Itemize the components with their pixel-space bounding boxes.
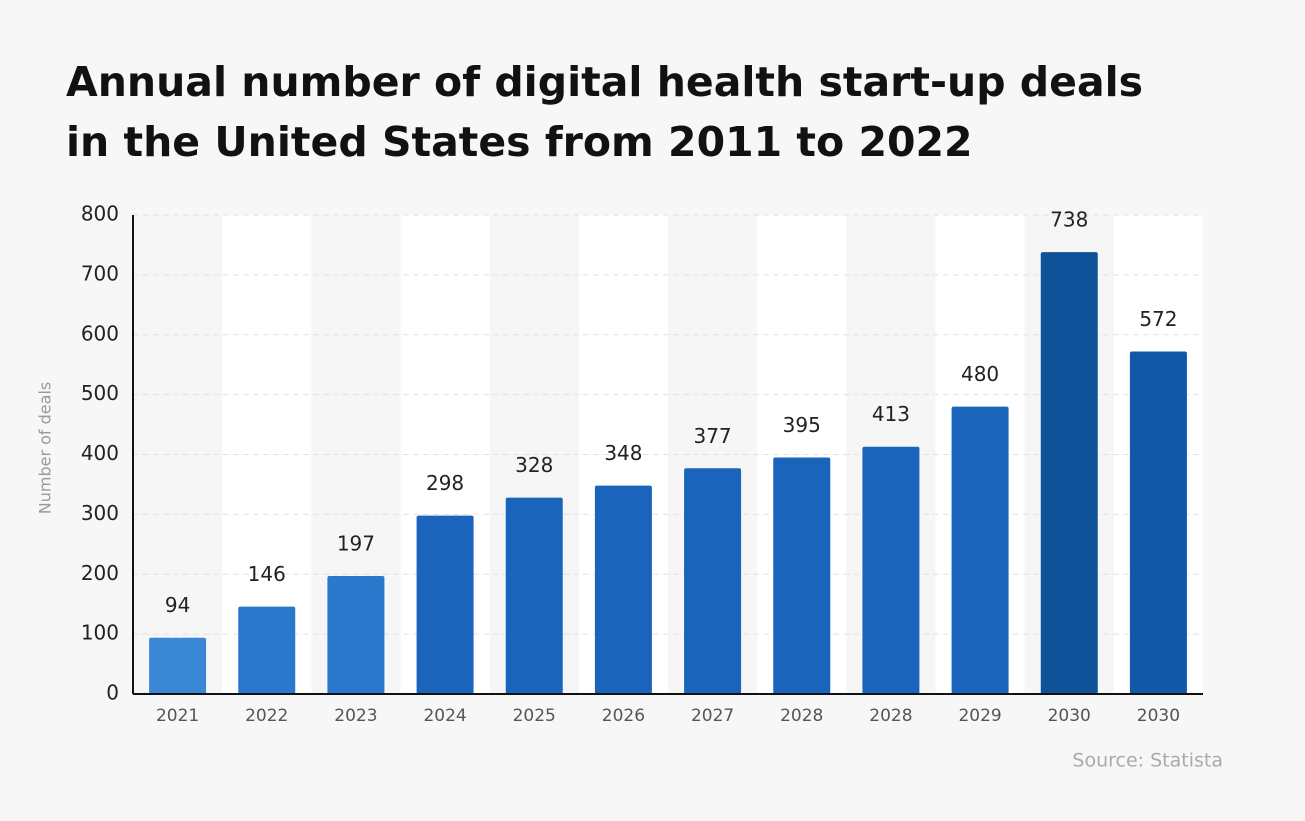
bar (416, 515, 474, 694)
value-label: 395 (783, 413, 821, 437)
bar (684, 468, 742, 694)
y-tick-label: 400 (81, 441, 119, 465)
bar (505, 497, 563, 694)
x-tick-label: 2026 (602, 706, 645, 726)
value-label: 480 (961, 362, 999, 386)
x-tick-label: 2030 (1137, 706, 1180, 726)
x-tick-label: 2027 (691, 706, 734, 726)
value-label: 328 (515, 453, 553, 477)
chart-title: Annual number of digital health start-up… (66, 58, 1143, 106)
bar (862, 446, 920, 694)
y-tick-label: 500 (81, 381, 119, 405)
x-tick-label: 2030 (1048, 706, 1091, 726)
value-label: 197 (337, 532, 375, 556)
value-label: 738 (1050, 208, 1088, 232)
x-tick-label: 2021 (156, 706, 199, 726)
bar (238, 606, 296, 694)
value-label: 377 (693, 424, 731, 448)
bar (327, 576, 385, 694)
y-tick-label: 0 (106, 681, 119, 705)
x-tick-label: 2029 (958, 706, 1001, 726)
y-tick-label: 800 (81, 202, 119, 226)
bar (149, 637, 207, 694)
bar (951, 406, 1009, 694)
x-tick-label: 2025 (513, 706, 556, 726)
value-label: 146 (248, 562, 286, 586)
y-tick-label: 700 (81, 261, 119, 285)
y-tick-label: 300 (81, 501, 119, 525)
bar (1040, 252, 1098, 694)
x-tick-label: 2023 (334, 706, 377, 726)
value-label: 298 (426, 471, 464, 495)
y-tick-label: 200 (81, 561, 119, 585)
chart-title: in the United States from 2011 to 2022 (66, 118, 973, 166)
value-label: 94 (165, 593, 190, 617)
bar (773, 457, 831, 694)
y-tick-label: 600 (81, 321, 119, 345)
bar (594, 485, 652, 694)
x-tick-label: 2024 (423, 706, 466, 726)
y-axis-label: Number of deals (36, 382, 55, 514)
value-label: 572 (1139, 307, 1177, 331)
source: Source: Statista (1072, 750, 1223, 772)
x-tick-label: 2028 (869, 706, 912, 726)
y-tick-label: 100 (81, 621, 119, 645)
value-label: 413 (872, 402, 910, 426)
bar (1129, 351, 1187, 694)
x-tick-label: 2022 (245, 706, 288, 726)
x-tick-label: 2028 (780, 706, 823, 726)
value-label: 348 (604, 441, 642, 465)
